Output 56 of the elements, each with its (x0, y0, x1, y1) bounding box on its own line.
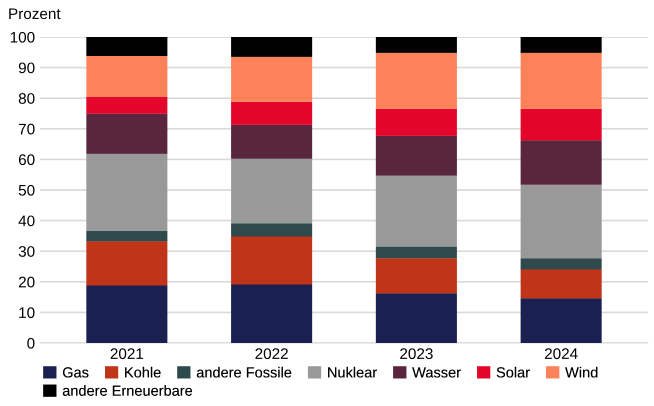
y-tick-label: 0 (27, 338, 35, 349)
bar (86, 285, 168, 343)
y-tick-label: 10 (19, 307, 35, 318)
bar (86, 114, 168, 154)
bar (86, 154, 168, 231)
y-axis-title: Prozent (9, 8, 61, 20)
y-tick-label: 90 (18, 62, 35, 74)
legend-label: Gas (62, 367, 88, 378)
bar (520, 270, 602, 298)
bar (520, 258, 602, 270)
legend-label: Kohle (125, 366, 161, 378)
bar (376, 258, 457, 294)
bar (376, 176, 457, 247)
bar (376, 246, 457, 258)
legend-label: andere Erneuerbare (62, 385, 192, 396)
bar (231, 158, 312, 224)
bar (86, 230, 168, 242)
bar (520, 184, 602, 259)
bar (520, 298, 602, 343)
legend-label: Nuklear (328, 366, 377, 378)
bar (520, 108, 602, 140)
y-tick-label: 20 (18, 276, 35, 288)
x-tick-label: 2024 (544, 348, 578, 360)
y-tick-label: 30 (18, 246, 35, 257)
bar (231, 56, 312, 102)
y-tick-label: 80 (18, 93, 35, 104)
bar (520, 140, 602, 185)
bar (231, 37, 312, 57)
bar (520, 37, 602, 53)
y-tick-label: 40 (18, 215, 35, 226)
legend-label: Wasser (412, 367, 461, 378)
bar (376, 37, 457, 53)
y-tick-label: 70 (18, 124, 35, 134)
bar (86, 37, 168, 56)
bar (86, 241, 168, 286)
bar (231, 102, 312, 125)
bar (231, 236, 312, 285)
bar (376, 108, 457, 136)
legend-label: Wind (565, 366, 598, 378)
bar (231, 223, 312, 237)
bar (86, 96, 168, 114)
bar (376, 52, 457, 109)
bar (376, 136, 457, 176)
bar (231, 284, 312, 343)
x-tick-label: 2022 (255, 348, 288, 360)
legend-label: andere Fossile (196, 366, 292, 378)
bar (231, 124, 312, 159)
bar (520, 52, 602, 109)
legend-label: Solar (496, 366, 530, 378)
y-tick-label: 100 (10, 32, 35, 43)
y-tick-label: 60 (18, 154, 35, 166)
y-tick-label: 50 (18, 184, 35, 196)
x-tick-label: 2021 (110, 348, 144, 360)
bar (376, 293, 457, 343)
bar (86, 56, 168, 97)
x-tick-label: 2023 (400, 348, 433, 360)
